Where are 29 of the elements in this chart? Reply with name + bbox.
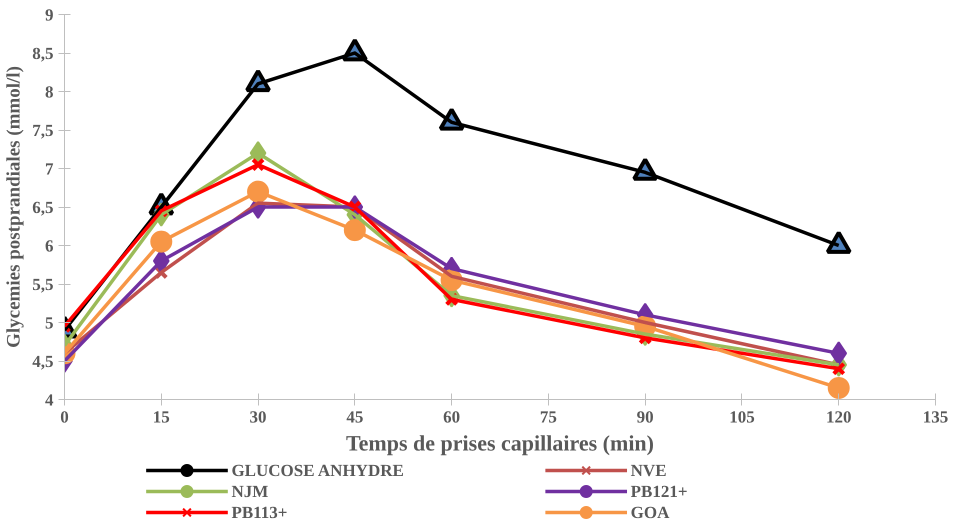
legend-label: GOA: [630, 503, 670, 522]
y-tick-label: 4: [45, 390, 54, 410]
y-tick-label: 6: [45, 236, 54, 256]
y-tick-label: 9: [45, 6, 54, 24]
x-tick-label: 15: [152, 408, 170, 426]
legend-label: GLUCOSE ANHYDRE: [231, 461, 404, 480]
x-tick-label: 75: [540, 408, 557, 426]
y-tick-label: 8: [45, 82, 54, 102]
legend-label: PB121+: [630, 482, 688, 501]
y-tick-label: 6,5: [32, 198, 54, 217]
x-tick-label: 60: [443, 408, 460, 426]
x-axis-title: Temps de prises capillaires (min): [346, 430, 654, 456]
legend-label: NVE: [630, 461, 667, 480]
y-tick-label: 8,5: [32, 44, 54, 63]
legend-label: NJM: [231, 482, 268, 501]
x-tick-label: 0: [60, 408, 69, 426]
y-tick-label: 7,5: [32, 121, 54, 140]
y-tick-label: 7: [45, 160, 54, 178]
x-tick-label: 135: [922, 408, 948, 426]
x-tick-label: 45: [346, 408, 364, 426]
x-tick-label: 30: [250, 408, 267, 426]
legend-label: PB113+: [231, 503, 288, 522]
y-axis-title: Glycemies postprandiales (mmol/l): [3, 66, 24, 348]
x-tick-label: 120: [826, 408, 852, 426]
y-tick-label: 4,5: [32, 352, 54, 371]
y-tick-label: 5: [45, 314, 54, 332]
y-tick-label: 5,5: [32, 275, 54, 294]
x-tick-label: 105: [729, 408, 755, 426]
x-tick-label: 90: [636, 408, 654, 426]
